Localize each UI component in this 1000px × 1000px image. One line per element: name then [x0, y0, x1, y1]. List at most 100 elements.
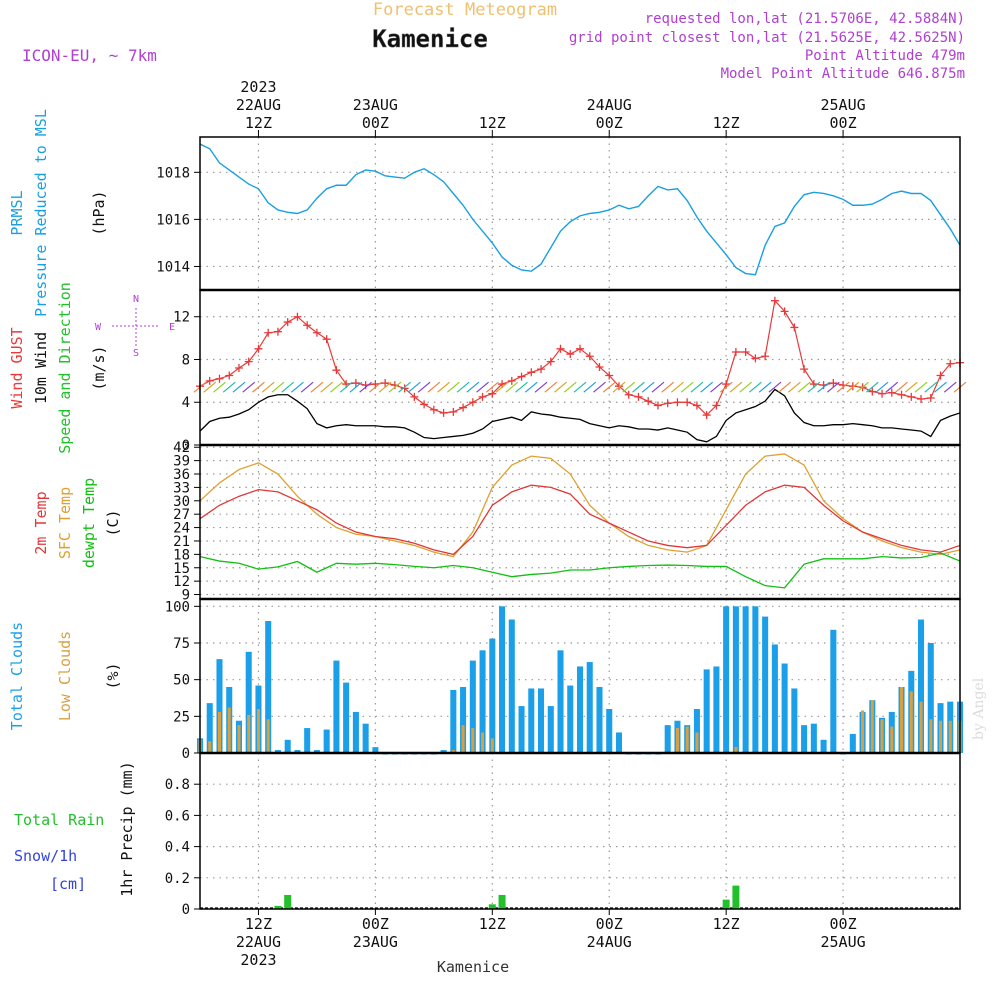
data-layer [193, 143, 967, 909]
total-cloud-bar [450, 689, 457, 753]
rain-legend: Total Rain [14, 811, 104, 829]
top-year-label: 2023 [240, 78, 276, 96]
gust-point [663, 399, 672, 408]
gust-point [614, 382, 623, 391]
wind-direction-arrow [222, 381, 236, 393]
total-cloud-bar [440, 750, 447, 753]
wind-direction-arrow [778, 381, 791, 393]
total-cloud-bar [547, 706, 554, 753]
wind-direction-arrow [700, 381, 714, 393]
gust-point [936, 371, 945, 380]
low-cloud-bar [675, 728, 679, 753]
wind-direction-arrow [359, 381, 373, 393]
wind10-line [199, 388, 961, 443]
wind-direction-arrow [505, 381, 519, 393]
low-cloud-bar [870, 700, 874, 753]
low-cloud-bar [451, 750, 455, 753]
total-cloud-bar [732, 606, 739, 753]
total-cloud-bar [927, 643, 934, 753]
gridpoint-lonlat: grid point closest lon,lat (21.5625E, 42… [569, 30, 965, 46]
gust-point [283, 318, 292, 327]
bottom-date-label: 25AUG [820, 933, 865, 951]
gust-point [439, 408, 448, 417]
wind-direction-arrow [612, 381, 626, 393]
total-cloud-bar [771, 644, 778, 753]
gust-point [244, 357, 253, 366]
gust-point [468, 398, 477, 407]
wind-direction-arrow [203, 381, 217, 393]
gust-point [254, 344, 263, 353]
wind-direction-arrow [856, 381, 869, 393]
gust-point [868, 387, 877, 396]
wind-direction-arrow [797, 381, 811, 393]
gust-point [293, 312, 302, 321]
t2m-legend: 2m Temp [32, 491, 50, 554]
y-tick-label: 42 [173, 440, 190, 456]
total-cloud-bar [343, 682, 350, 753]
wind-direction-arrow [261, 381, 275, 393]
wind-direction-arrow [534, 381, 548, 393]
total-cloud-bar [508, 619, 515, 753]
panel-frame [199, 136, 961, 291]
wind-direction-arrow [310, 381, 324, 393]
total-cloud-bar [615, 732, 622, 753]
bottom-date-label: 23AUG [353, 933, 398, 951]
gust-point [273, 327, 282, 336]
bottom-hour-label: 12Z [479, 915, 506, 933]
wind-direction-arrow [271, 381, 285, 393]
wind-direction-arrow [865, 381, 879, 393]
total-cloud-legend: Total Clouds [8, 622, 26, 730]
wind-direction-arrow [729, 381, 743, 393]
low-cloud-bar [695, 732, 699, 753]
gust-point [800, 365, 809, 374]
low-cloud-bar [685, 726, 689, 753]
wind-direction-arrow [885, 381, 899, 393]
total-cloud-bar [518, 706, 525, 753]
pressure-line [199, 143, 961, 276]
wind-direction-arrow [758, 381, 772, 393]
wind-direction-arrow [330, 381, 343, 393]
y-tick-label: 0.8 [165, 777, 190, 793]
wind-direction-arrow [213, 381, 226, 393]
wind-direction-arrow [495, 381, 509, 393]
wind-direction-arrow [369, 381, 382, 393]
rain-bar [488, 904, 496, 909]
wind-direction-arrow [622, 381, 636, 393]
wind-direction-arrow [671, 381, 684, 393]
gust-point [946, 359, 955, 368]
total-cloud-bar [791, 688, 798, 753]
model-point-altitude: Model Point Altitude 646.875m [721, 66, 965, 82]
low-cloud-bar [929, 719, 933, 753]
total-cloud-bar [333, 660, 340, 753]
wind-direction-arrow [904, 381, 918, 393]
low-cloud-bar [948, 720, 952, 753]
wind-direction-arrow [768, 381, 782, 393]
gust-point [751, 354, 760, 363]
faint-title: Forecast Meteogram [373, 0, 557, 20]
gust-point [459, 403, 468, 412]
total-cloud-bar [352, 711, 359, 753]
wind-direction-arrow [739, 381, 753, 393]
y-tick-label: 100 [165, 599, 190, 615]
total-cloud-bar [528, 688, 535, 753]
text-layer: Forecast Meteogram Kamenice ICON-EU, ~ 7… [8, 0, 987, 976]
total-cloud-bar [479, 650, 486, 753]
y-tick-label: 1016 [156, 212, 190, 228]
wind-direction-arrow [719, 381, 733, 393]
wind-direction-arrow [320, 381, 334, 393]
pressure-legend-short: PRMSL [8, 190, 26, 235]
wind-direction-arrow [934, 381, 947, 393]
top-hour-label: 12Z [713, 114, 740, 132]
gust-point [585, 352, 594, 361]
wind-direction-arrow [378, 381, 392, 393]
rain-bar [284, 894, 292, 909]
y-tick-label: 39 [173, 454, 190, 470]
wind-direction-arrow [476, 381, 489, 393]
gust-point [761, 352, 770, 361]
y-tick-label: 36 [173, 467, 190, 483]
bottom-year-label: 2023 [240, 951, 276, 969]
wind-direction-arrow [339, 381, 353, 393]
y-tick-label: 15 [173, 561, 190, 577]
compass-n: N [133, 294, 139, 305]
top-date-label: 22AUG [236, 96, 281, 114]
